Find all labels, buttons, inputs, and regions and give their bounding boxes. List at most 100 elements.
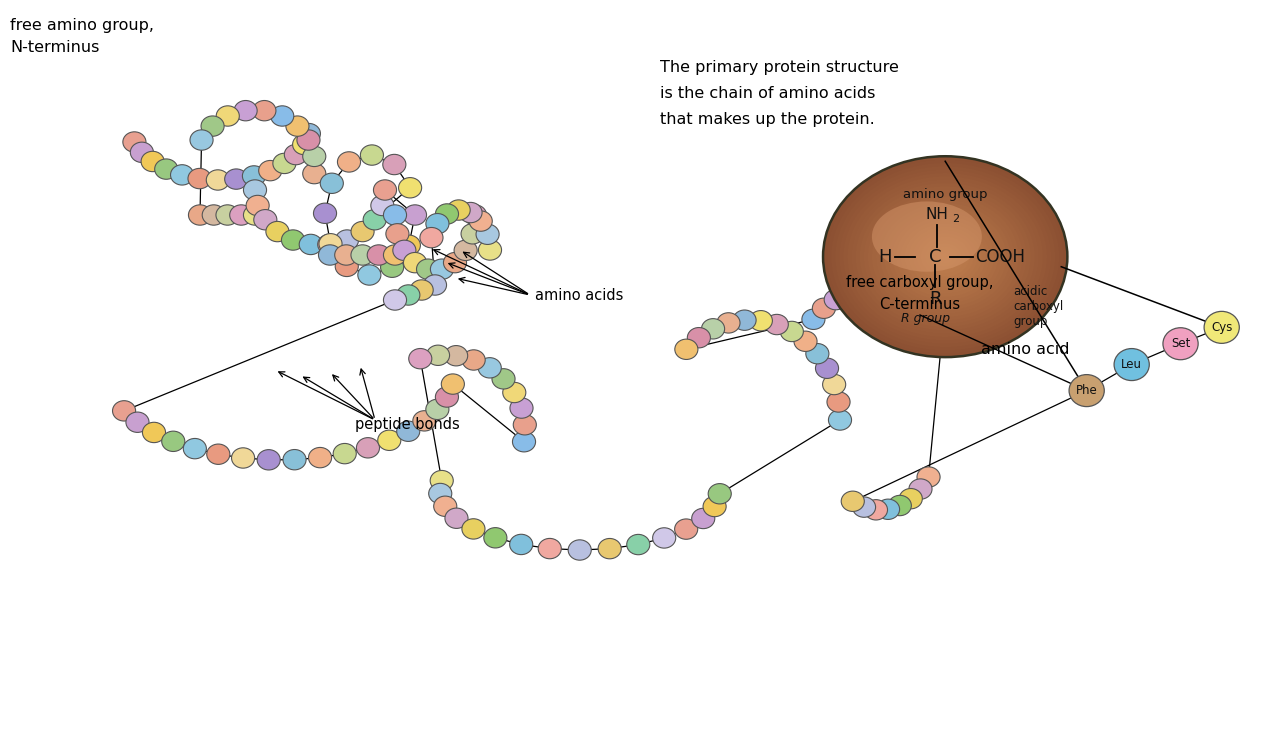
Ellipse shape: [444, 252, 467, 273]
Ellipse shape: [319, 245, 342, 265]
Ellipse shape: [126, 412, 149, 432]
Text: N-terminus: N-terminus: [10, 40, 99, 55]
Ellipse shape: [463, 205, 486, 225]
Ellipse shape: [370, 196, 394, 216]
Ellipse shape: [913, 230, 977, 283]
Ellipse shape: [257, 449, 280, 470]
Ellipse shape: [336, 230, 359, 250]
Ellipse shape: [436, 387, 459, 407]
Ellipse shape: [283, 449, 306, 470]
Ellipse shape: [859, 186, 1031, 327]
Ellipse shape: [928, 243, 962, 270]
Ellipse shape: [300, 234, 323, 254]
Ellipse shape: [302, 147, 325, 167]
Ellipse shape: [903, 296, 926, 317]
Ellipse shape: [892, 213, 998, 300]
Ellipse shape: [896, 217, 994, 297]
Text: group: group: [1013, 315, 1048, 328]
Text: free carboxyl group,: free carboxyl group,: [846, 275, 994, 290]
Ellipse shape: [509, 534, 532, 554]
Ellipse shape: [351, 245, 374, 265]
Ellipse shape: [428, 484, 451, 504]
Ellipse shape: [864, 190, 1026, 324]
Ellipse shape: [917, 234, 974, 280]
Ellipse shape: [188, 168, 211, 189]
Ellipse shape: [373, 180, 396, 200]
Ellipse shape: [202, 205, 225, 225]
Ellipse shape: [806, 344, 829, 364]
Ellipse shape: [687, 327, 710, 348]
Ellipse shape: [899, 489, 922, 509]
Ellipse shape: [234, 100, 257, 121]
Ellipse shape: [320, 173, 343, 193]
Text: R group: R group: [900, 312, 949, 325]
Ellipse shape: [802, 309, 826, 330]
Ellipse shape: [841, 491, 864, 511]
Ellipse shape: [417, 259, 440, 279]
Ellipse shape: [448, 200, 471, 220]
Text: amino acid: amino acid: [981, 341, 1070, 356]
Ellipse shape: [141, 151, 165, 172]
Ellipse shape: [397, 235, 421, 255]
Ellipse shape: [242, 166, 265, 186]
Ellipse shape: [309, 447, 332, 468]
Ellipse shape: [358, 265, 381, 285]
Ellipse shape: [314, 203, 337, 223]
Text: Set: Set: [1170, 337, 1191, 350]
Ellipse shape: [143, 423, 166, 443]
Ellipse shape: [703, 496, 727, 516]
Ellipse shape: [675, 519, 698, 539]
Ellipse shape: [459, 202, 482, 222]
Ellipse shape: [356, 437, 379, 458]
Ellipse shape: [813, 298, 836, 318]
Text: Phe: Phe: [1076, 384, 1097, 397]
Ellipse shape: [285, 116, 309, 136]
Text: COOH: COOH: [975, 248, 1025, 266]
Ellipse shape: [864, 280, 887, 301]
Ellipse shape: [243, 205, 266, 225]
Ellipse shape: [1204, 311, 1240, 344]
Ellipse shape: [253, 210, 276, 230]
Ellipse shape: [266, 222, 289, 242]
Ellipse shape: [851, 179, 1039, 333]
Ellipse shape: [837, 283, 860, 304]
Ellipse shape: [431, 259, 454, 279]
Ellipse shape: [889, 210, 1002, 304]
Ellipse shape: [433, 496, 457, 516]
Ellipse shape: [154, 159, 177, 179]
Text: H: H: [878, 248, 892, 266]
Ellipse shape: [765, 315, 788, 335]
Ellipse shape: [190, 130, 213, 150]
Ellipse shape: [318, 234, 341, 254]
Ellipse shape: [539, 539, 561, 559]
Ellipse shape: [112, 401, 135, 421]
Ellipse shape: [426, 214, 449, 234]
Text: R: R: [928, 290, 941, 308]
Ellipse shape: [469, 211, 493, 231]
Ellipse shape: [337, 152, 360, 172]
Ellipse shape: [171, 164, 194, 185]
Ellipse shape: [462, 519, 485, 539]
Text: peptide bonds: peptide bonds: [355, 417, 460, 432]
Text: carboxyl: carboxyl: [1013, 301, 1064, 313]
Ellipse shape: [431, 470, 453, 491]
Ellipse shape: [868, 193, 1022, 320]
Ellipse shape: [823, 156, 1067, 357]
Text: The primary protein structure: The primary protein structure: [660, 60, 899, 75]
Text: C-terminus: C-terminus: [880, 297, 961, 312]
Ellipse shape: [872, 196, 1019, 317]
Ellipse shape: [828, 410, 851, 430]
Ellipse shape: [297, 130, 320, 150]
Ellipse shape: [511, 398, 534, 418]
Ellipse shape: [781, 321, 804, 341]
Ellipse shape: [421, 228, 442, 248]
Ellipse shape: [189, 205, 212, 225]
Ellipse shape: [864, 500, 887, 520]
Ellipse shape: [427, 345, 450, 365]
Ellipse shape: [319, 234, 342, 254]
Ellipse shape: [503, 382, 526, 403]
Ellipse shape: [478, 358, 502, 378]
Ellipse shape: [793, 331, 817, 351]
Ellipse shape: [823, 374, 846, 395]
Ellipse shape: [876, 199, 1015, 314]
